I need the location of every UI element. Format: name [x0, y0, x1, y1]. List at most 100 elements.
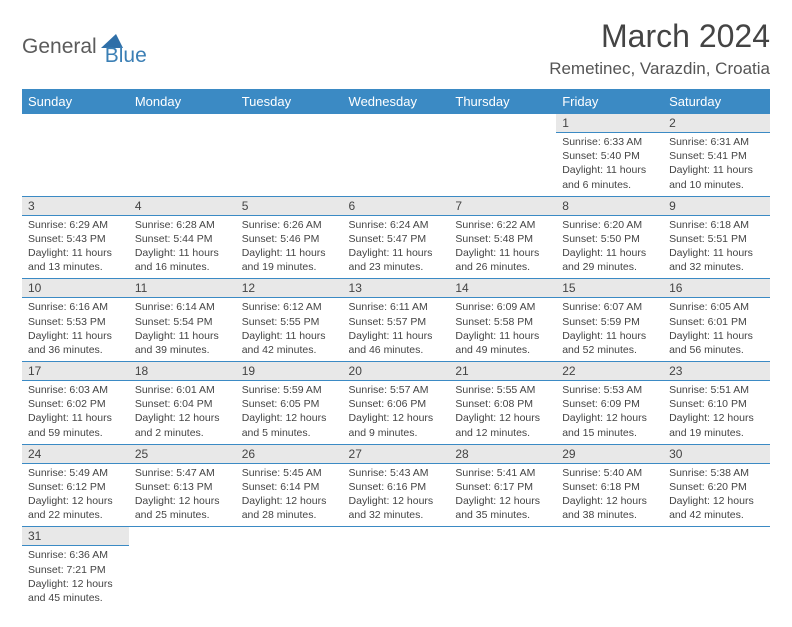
sunrise-text: Sunrise: 5:40 AM: [562, 466, 657, 480]
sunset-text: Sunset: 5:46 PM: [242, 232, 337, 246]
day-detail-cell: Sunrise: 6:24 AMSunset: 5:47 PMDaylight:…: [343, 215, 450, 279]
title-block: March 2024 Remetinec, Varazdin, Croatia: [549, 18, 770, 79]
daylight-text: Daylight: 12 hours and 45 minutes.: [28, 577, 123, 605]
daylight-text: Daylight: 11 hours and 39 minutes.: [135, 329, 230, 357]
day-header-row: Sunday Monday Tuesday Wednesday Thursday…: [22, 89, 770, 114]
location-subtitle: Remetinec, Varazdin, Croatia: [549, 59, 770, 79]
day-header: Thursday: [449, 89, 556, 114]
day-detail-cell: Sunrise: 6:03 AMSunset: 6:02 PMDaylight:…: [22, 381, 129, 445]
day-detail-cell: Sunrise: 6:22 AMSunset: 5:48 PMDaylight:…: [449, 215, 556, 279]
sunrise-text: Sunrise: 6:22 AM: [455, 218, 550, 232]
sunset-text: Sunset: 5:40 PM: [562, 149, 657, 163]
day-detail-cell: Sunrise: 5:43 AMSunset: 6:16 PMDaylight:…: [343, 463, 450, 527]
day-number-cell: 18: [129, 362, 236, 381]
day-number-cell: [129, 114, 236, 133]
day-detail-cell: Sunrise: 6:36 AMSunset: 7:21 PMDaylight:…: [22, 546, 129, 609]
day-detail-cell: [236, 133, 343, 197]
sunrise-text: Sunrise: 5:55 AM: [455, 383, 550, 397]
logo-text-general: General: [22, 35, 97, 59]
sunrise-text: Sunrise: 6:12 AM: [242, 300, 337, 314]
day-number-cell: [449, 114, 556, 133]
daylight-text: Daylight: 11 hours and 23 minutes.: [349, 246, 444, 274]
sunrise-text: Sunrise: 5:38 AM: [669, 466, 764, 480]
sunset-text: Sunset: 5:55 PM: [242, 315, 337, 329]
daylight-text: Daylight: 12 hours and 9 minutes.: [349, 411, 444, 439]
day-detail-cell: Sunrise: 6:12 AMSunset: 5:55 PMDaylight:…: [236, 298, 343, 362]
daylight-text: Daylight: 12 hours and 15 minutes.: [562, 411, 657, 439]
sunrise-text: Sunrise: 5:47 AM: [135, 466, 230, 480]
daylight-text: Daylight: 11 hours and 32 minutes.: [669, 246, 764, 274]
day-number-row: 17181920212223: [22, 362, 770, 381]
day-detail-row: Sunrise: 6:29 AMSunset: 5:43 PMDaylight:…: [22, 215, 770, 279]
sunset-text: Sunset: 6:18 PM: [562, 480, 657, 494]
page-header: General Blue March 2024 Remetinec, Varaz…: [22, 18, 770, 79]
day-number-cell: 31: [22, 527, 129, 546]
daylight-text: Daylight: 12 hours and 12 minutes.: [455, 411, 550, 439]
sunrise-text: Sunrise: 6:05 AM: [669, 300, 764, 314]
daylight-text: Daylight: 12 hours and 28 minutes.: [242, 494, 337, 522]
day-detail-cell: [449, 546, 556, 609]
day-number-cell: 13: [343, 279, 450, 298]
daylight-text: Daylight: 12 hours and 22 minutes.: [28, 494, 123, 522]
day-detail-cell: Sunrise: 6:28 AMSunset: 5:44 PMDaylight:…: [129, 215, 236, 279]
day-header: Sunday: [22, 89, 129, 114]
day-number-cell: [343, 527, 450, 546]
day-detail-cell: Sunrise: 6:14 AMSunset: 5:54 PMDaylight:…: [129, 298, 236, 362]
day-number-row: 24252627282930: [22, 444, 770, 463]
sunset-text: Sunset: 6:17 PM: [455, 480, 550, 494]
day-detail-row: Sunrise: 6:33 AMSunset: 5:40 PMDaylight:…: [22, 133, 770, 197]
day-detail-cell: Sunrise: 5:47 AMSunset: 6:13 PMDaylight:…: [129, 463, 236, 527]
sunrise-text: Sunrise: 5:41 AM: [455, 466, 550, 480]
day-detail-cell: Sunrise: 6:26 AMSunset: 5:46 PMDaylight:…: [236, 215, 343, 279]
day-detail-cell: Sunrise: 5:45 AMSunset: 6:14 PMDaylight:…: [236, 463, 343, 527]
day-detail-cell: [129, 546, 236, 609]
sunset-text: Sunset: 6:16 PM: [349, 480, 444, 494]
sunset-text: Sunset: 5:58 PM: [455, 315, 550, 329]
month-title: March 2024: [549, 18, 770, 55]
day-number-cell: 30: [663, 444, 770, 463]
daylight-text: Daylight: 11 hours and 49 minutes.: [455, 329, 550, 357]
daylight-text: Daylight: 11 hours and 42 minutes.: [242, 329, 337, 357]
sunset-text: Sunset: 5:50 PM: [562, 232, 657, 246]
day-number-cell: 25: [129, 444, 236, 463]
day-number-cell: [236, 114, 343, 133]
daylight-text: Daylight: 11 hours and 10 minutes.: [669, 163, 764, 191]
sunset-text: Sunset: 7:21 PM: [28, 563, 123, 577]
sunrise-text: Sunrise: 5:59 AM: [242, 383, 337, 397]
sunset-text: Sunset: 6:12 PM: [28, 480, 123, 494]
daylight-text: Daylight: 12 hours and 35 minutes.: [455, 494, 550, 522]
day-detail-cell: [22, 133, 129, 197]
day-detail-cell: Sunrise: 6:11 AMSunset: 5:57 PMDaylight:…: [343, 298, 450, 362]
day-detail-cell: [449, 133, 556, 197]
sunset-text: Sunset: 6:06 PM: [349, 397, 444, 411]
day-header: Friday: [556, 89, 663, 114]
sunset-text: Sunset: 5:41 PM: [669, 149, 764, 163]
day-number-cell: 2: [663, 114, 770, 133]
sunset-text: Sunset: 5:54 PM: [135, 315, 230, 329]
day-detail-cell: Sunrise: 5:41 AMSunset: 6:17 PMDaylight:…: [449, 463, 556, 527]
sunrise-text: Sunrise: 5:53 AM: [562, 383, 657, 397]
sunset-text: Sunset: 6:14 PM: [242, 480, 337, 494]
sunset-text: Sunset: 5:53 PM: [28, 315, 123, 329]
daylight-text: Daylight: 11 hours and 29 minutes.: [562, 246, 657, 274]
day-number-row: 10111213141516: [22, 279, 770, 298]
daylight-text: Daylight: 11 hours and 16 minutes.: [135, 246, 230, 274]
day-header: Monday: [129, 89, 236, 114]
sunrise-text: Sunrise: 5:57 AM: [349, 383, 444, 397]
daylight-text: Daylight: 12 hours and 38 minutes.: [562, 494, 657, 522]
logo: General Blue: [22, 26, 147, 68]
day-number-cell: [663, 527, 770, 546]
day-detail-cell: Sunrise: 5:49 AMSunset: 6:12 PMDaylight:…: [22, 463, 129, 527]
day-number-cell: 3: [22, 196, 129, 215]
day-detail-cell: Sunrise: 6:18 AMSunset: 5:51 PMDaylight:…: [663, 215, 770, 279]
sunset-text: Sunset: 6:10 PM: [669, 397, 764, 411]
sunrise-text: Sunrise: 6:31 AM: [669, 135, 764, 149]
day-detail-cell: Sunrise: 5:55 AMSunset: 6:08 PMDaylight:…: [449, 381, 556, 445]
day-number-cell: 16: [663, 279, 770, 298]
day-number-cell: 28: [449, 444, 556, 463]
day-detail-cell: [129, 133, 236, 197]
sunrise-text: Sunrise: 6:29 AM: [28, 218, 123, 232]
sunset-text: Sunset: 5:51 PM: [669, 232, 764, 246]
day-number-cell: 23: [663, 362, 770, 381]
day-detail-cell: Sunrise: 6:05 AMSunset: 6:01 PMDaylight:…: [663, 298, 770, 362]
